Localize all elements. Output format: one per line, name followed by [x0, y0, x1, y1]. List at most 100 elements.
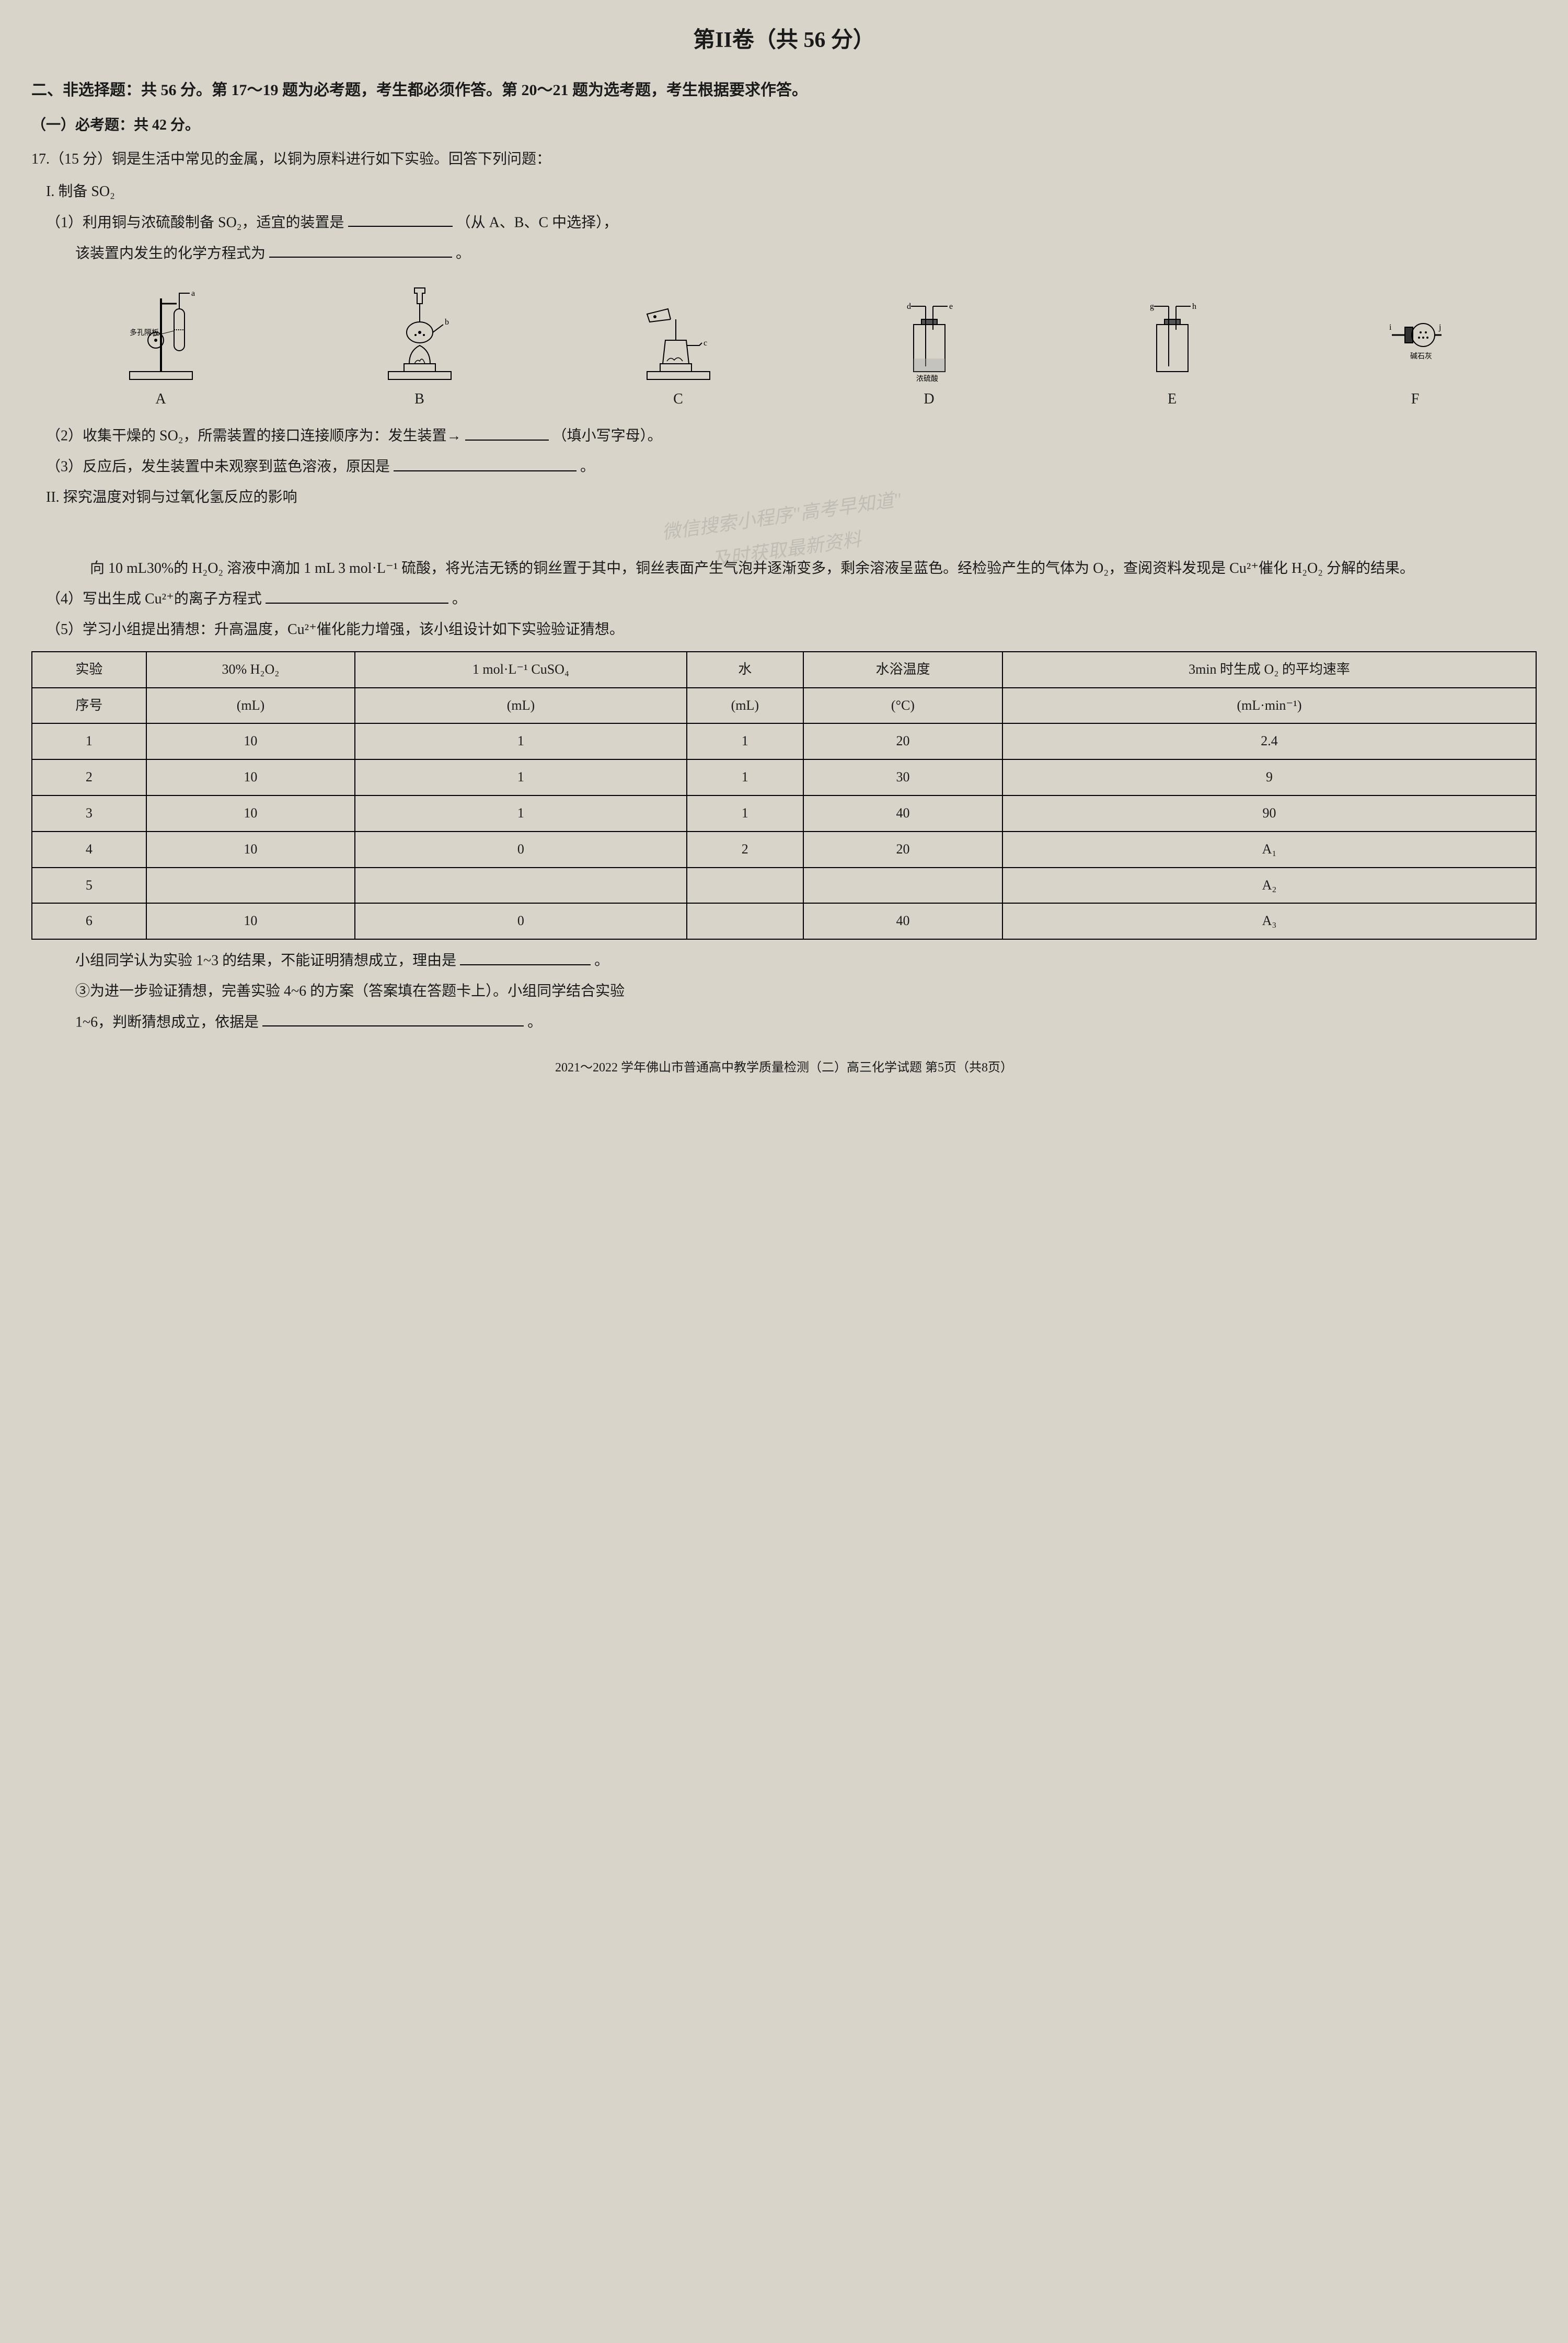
q17-item4: （4）写出生成 Cu²⁺的离子方程式 。	[46, 586, 1537, 613]
label-b: b	[445, 318, 449, 327]
label-c: c	[704, 339, 707, 348]
after-table1-post: 。	[594, 953, 609, 969]
table-row: 11011202.4	[32, 723, 1536, 759]
blank-ionic-eq[interactable]	[266, 586, 448, 604]
blank-equation[interactable]	[269, 240, 452, 258]
th-3-2: (mL)	[687, 688, 803, 724]
table-cell: 10	[146, 723, 355, 759]
th-4-1: 水浴温度	[803, 652, 1002, 688]
table-cell	[687, 903, 803, 939]
table-cell: 1	[355, 759, 687, 795]
apparatus-D: d e 浓硫酸 D	[901, 298, 958, 412]
table-cell: A₂	[1002, 868, 1536, 904]
th-2-1: 1 mol·L⁻¹ CuSO₄	[355, 652, 687, 688]
table-cell: 1	[687, 795, 803, 832]
label-d: d	[907, 302, 911, 311]
table-cell: 6	[32, 903, 146, 939]
apparatus-E-svg: g h	[1144, 298, 1201, 382]
table-cell: 1	[355, 723, 687, 759]
q17-partII-label: II. 探究温度对铜与过氧化氢反应的影响	[46, 484, 1537, 511]
table-cell: A₃	[1002, 903, 1536, 939]
apparatus-F-svg: i j 碱石灰	[1387, 298, 1444, 382]
label-A: A	[155, 386, 166, 412]
blank-apparatus[interactable]	[348, 210, 453, 227]
table-cell: 0	[355, 832, 687, 868]
apparatus-D-svg: d e 浓硫酸	[901, 298, 958, 382]
th-2-2: (mL)	[355, 688, 687, 724]
table-cell: 40	[803, 903, 1002, 939]
table-cell: 40	[803, 795, 1002, 832]
th-5-1: 3min 时生成 O₂ 的平均速率	[1002, 652, 1536, 688]
label-a: a	[191, 289, 195, 298]
blank-basis[interactable]	[262, 1009, 524, 1027]
q17-item2-pre: （2）收集干燥的 SO₂，所需装置的接口连接顺序为：发生装置→	[46, 428, 462, 444]
q17-item3-post: 。	[580, 459, 595, 475]
subsection-a: （一）必考题：共 42 分。	[31, 112, 1537, 138]
q17-item1-period: 。	[456, 245, 470, 261]
th-3-1: 水	[687, 652, 803, 688]
table-row: 610040A₃	[32, 903, 1536, 939]
apparatus-A-svg: a 多孔隔板	[124, 278, 198, 382]
apparatus-B-svg: b	[383, 278, 456, 382]
table-cell	[355, 868, 687, 904]
table-cell: 2	[32, 759, 146, 795]
q17-item2-post: （填小写字母）。	[552, 428, 662, 444]
table-cell: 1	[687, 759, 803, 795]
apparatus-C-svg: c	[642, 278, 715, 382]
table-cell: 20	[803, 723, 1002, 759]
q17-paragraph: 向 10 mL30%的 H₂O₂ 溶液中滴加 1 mL 3 mol·L⁻¹ 硫酸…	[61, 556, 1537, 582]
q17-after-table2: ③为进一步验证猜想，完善实验 4~6 的方案（答案填在答题卡上）。小组同学结合实…	[75, 978, 1537, 1005]
label-i: i	[1389, 323, 1392, 332]
data-table: 实验 30% H₂O₂ 1 mol·L⁻¹ CuSO₄ 水 水浴温度 3min …	[31, 651, 1537, 940]
label-B: B	[414, 386, 424, 412]
apparatus-B: b B	[383, 278, 456, 412]
table-cell: 1	[687, 723, 803, 759]
apparatus-A: a 多孔隔板 A	[124, 278, 198, 412]
th-0-1: 实验	[32, 652, 146, 688]
th-1-2: (mL)	[146, 688, 355, 724]
th-0-2: 序号	[32, 688, 146, 724]
q17-item1: （1）利用铜与浓硫酸制备 SO₂，适宜的装置是 （从 A、B、C 中选择），	[46, 210, 1537, 236]
table-cell	[803, 868, 1002, 904]
soda-lime-label: 碱石灰	[1410, 352, 1432, 361]
label-g: g	[1150, 302, 1154, 311]
q17-item1-line2-text: 该装置内发生的化学方程式为	[75, 245, 266, 261]
q17-item1-post: （从 A、B、C 中选择），	[456, 214, 618, 230]
table-cell: 10	[146, 795, 355, 832]
blank-reason2[interactable]	[460, 948, 591, 965]
table-cell	[146, 868, 355, 904]
blank-connection[interactable]	[465, 423, 549, 441]
q17-item2: （2）收集干燥的 SO₂，所需装置的接口连接顺序为：发生装置→ （填小写字母）。	[46, 423, 1537, 449]
table-cell: 1	[32, 723, 146, 759]
q17-header: 17.（15 分）铜是生活中常见的金属，以铜为原料进行如下实验。回答下列问题：	[31, 146, 1537, 172]
blank-reason[interactable]	[394, 454, 577, 471]
table-row: 5 A₂	[32, 868, 1536, 904]
table-row: 21011309	[32, 759, 1536, 795]
table-cell: 3	[32, 795, 146, 832]
table-cell: 30	[803, 759, 1002, 795]
q17-item4-post: 。	[452, 591, 467, 607]
table-cell: 90	[1002, 795, 1536, 832]
label-C: C	[673, 386, 683, 412]
label-D: D	[924, 386, 934, 412]
table-cell: 2.4	[1002, 723, 1536, 759]
table-cell: 9	[1002, 759, 1536, 795]
q17-after-table3: 1~6，判断猜想成立，依据是 。	[75, 1009, 1537, 1036]
th-5-2: (mL·min⁻¹)	[1002, 688, 1536, 724]
label-h: h	[1192, 302, 1196, 311]
table-cell: 1	[355, 795, 687, 832]
th-4-2: (°C)	[803, 688, 1002, 724]
table-cell: 4	[32, 832, 146, 868]
table-body: 11011202.4210113093101140904100220A₁5A₂6…	[32, 723, 1536, 939]
table-cell: 5	[32, 868, 146, 904]
q17-item1-line2: 该装置内发生的化学方程式为 。	[75, 240, 1537, 267]
apparatus-F: i j 碱石灰 F	[1387, 298, 1444, 412]
label-E: E	[1168, 386, 1177, 412]
q17-after-table1: 小组同学认为实验 1~3 的结果，不能证明猜想成立，理由是 。	[75, 948, 1537, 974]
table-cell: 2	[687, 832, 803, 868]
diagram-row: a 多孔隔板 A b B	[31, 278, 1537, 412]
table-cell: 10	[146, 832, 355, 868]
after-table1-pre: 小组同学认为实验 1~3 的结果，不能证明猜想成立，理由是	[75, 953, 456, 969]
table-cell: 20	[803, 832, 1002, 868]
q17-item3: （3）反应后，发生装置中未观察到蓝色溶液，原因是 。	[46, 454, 1537, 480]
